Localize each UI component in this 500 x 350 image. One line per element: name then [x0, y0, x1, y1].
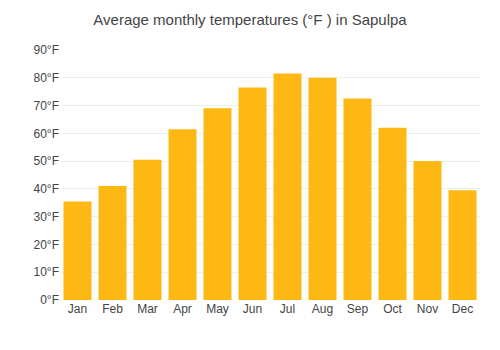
svg-text:60°F: 60°F [34, 127, 59, 141]
svg-text:Jul: Jul [280, 302, 295, 316]
svg-text:20°F: 20°F [34, 238, 59, 252]
svg-text:Oct: Oct [383, 302, 402, 316]
svg-text:Jan: Jan [68, 302, 87, 316]
svg-text:Mar: Mar [137, 302, 158, 316]
svg-text:Jun: Jun [243, 302, 262, 316]
svg-text:Average monthly temperatures (: Average monthly temperatures (°F ) in Sa… [93, 11, 407, 28]
svg-text:90°F: 90°F [34, 43, 59, 57]
svg-text:Feb: Feb [102, 302, 123, 316]
svg-text:80°F: 80°F [34, 71, 59, 85]
svg-text:Dec: Dec [452, 302, 473, 316]
svg-text:Nov: Nov [417, 302, 438, 316]
svg-text:0°F: 0°F [40, 293, 59, 307]
svg-text:70°F: 70°F [34, 99, 59, 113]
svg-text:May: May [206, 302, 229, 316]
svg-text:30°F: 30°F [34, 210, 59, 224]
svg-text:Apr: Apr [173, 302, 192, 316]
svg-text:Aug: Aug [312, 302, 333, 316]
svg-text:10°F: 10°F [34, 265, 59, 279]
svg-text:50°F: 50°F [34, 154, 59, 168]
svg-text:Sep: Sep [347, 302, 369, 316]
svg-text:40°F: 40°F [34, 182, 59, 196]
